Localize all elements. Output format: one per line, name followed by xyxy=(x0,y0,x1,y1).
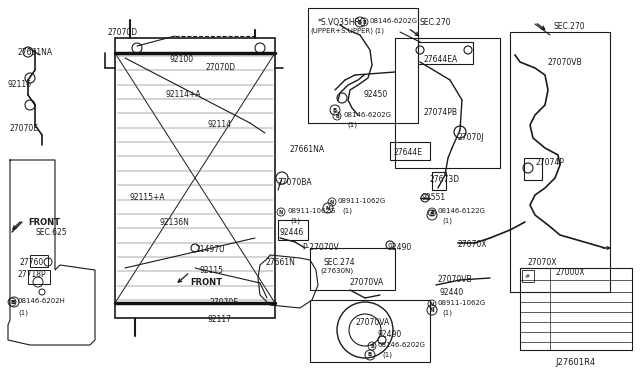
Text: J27601R4: J27601R4 xyxy=(555,358,595,367)
Text: (1): (1) xyxy=(342,208,352,215)
Text: 08146-6122G: 08146-6122G xyxy=(438,208,486,214)
Text: N: N xyxy=(326,205,330,211)
Text: (1): (1) xyxy=(374,28,384,35)
Text: FRONT: FRONT xyxy=(28,218,60,227)
Text: 92440: 92440 xyxy=(440,288,464,297)
Text: 92490: 92490 xyxy=(388,243,412,252)
Text: (1): (1) xyxy=(18,309,28,315)
Text: *S.VQ35HR: *S.VQ35HR xyxy=(318,18,361,27)
Text: 08146-6202G: 08146-6202G xyxy=(370,18,418,24)
Bar xyxy=(278,220,308,240)
Text: 27661NA: 27661NA xyxy=(18,48,53,57)
Text: SEC.274: SEC.274 xyxy=(324,258,356,267)
Text: 27644E: 27644E xyxy=(393,148,422,157)
Bar xyxy=(395,38,500,168)
Text: 92114: 92114 xyxy=(208,120,232,129)
Text: 27070X: 27070X xyxy=(527,258,557,267)
Text: N: N xyxy=(429,308,435,312)
Text: 92450: 92450 xyxy=(363,90,387,99)
Text: 92446: 92446 xyxy=(280,228,304,237)
Text: 92136N: 92136N xyxy=(160,218,190,227)
Text: 27070VA: 27070VA xyxy=(349,278,383,287)
Text: SEC.270: SEC.270 xyxy=(553,22,584,31)
Text: (1): (1) xyxy=(347,122,357,128)
Text: 27644EA: 27644EA xyxy=(424,55,458,64)
Text: 27070BA: 27070BA xyxy=(278,178,312,187)
Text: 27070J: 27070J xyxy=(458,133,484,142)
Text: N: N xyxy=(430,301,434,307)
Bar xyxy=(390,142,430,160)
Text: 27070E: 27070E xyxy=(210,298,239,307)
Text: 92115: 92115 xyxy=(200,266,224,275)
Text: 08911-1062G: 08911-1062G xyxy=(287,208,335,214)
Text: (1): (1) xyxy=(442,310,452,317)
Bar xyxy=(524,158,542,180)
Text: 27661N: 27661N xyxy=(265,258,295,267)
Text: 27070VB: 27070VB xyxy=(548,58,582,67)
Text: B: B xyxy=(10,299,14,305)
Bar xyxy=(28,270,50,284)
Text: 27070E: 27070E xyxy=(10,124,39,133)
Text: 27661NA: 27661NA xyxy=(290,145,325,154)
Text: B: B xyxy=(362,19,366,25)
Text: B: B xyxy=(370,343,374,349)
Text: FRONT: FRONT xyxy=(190,278,222,287)
Bar xyxy=(522,270,534,282)
Text: B: B xyxy=(430,212,434,218)
Bar xyxy=(308,8,418,123)
Bar xyxy=(30,255,48,267)
Text: (1): (1) xyxy=(382,352,392,359)
Text: B: B xyxy=(358,19,362,25)
Text: 27070VB: 27070VB xyxy=(438,275,472,284)
Text: 08911-1062G: 08911-1062G xyxy=(438,300,486,306)
Bar xyxy=(310,248,395,290)
Text: 92100: 92100 xyxy=(170,55,194,64)
Bar xyxy=(432,172,446,190)
Bar xyxy=(418,42,473,64)
Text: 27000X: 27000X xyxy=(556,268,586,277)
Text: 92114+A: 92114+A xyxy=(165,90,200,99)
Text: 21497U: 21497U xyxy=(195,245,225,254)
Bar xyxy=(115,38,275,318)
Text: B: B xyxy=(368,353,372,357)
Text: 27673D: 27673D xyxy=(430,175,460,184)
Text: 27070D: 27070D xyxy=(107,28,137,37)
Text: 27074PB: 27074PB xyxy=(424,108,458,117)
Bar xyxy=(520,268,632,350)
Text: (1): (1) xyxy=(290,218,300,224)
Text: 08146-6202G: 08146-6202G xyxy=(378,342,426,348)
Text: 27718P: 27718P xyxy=(18,270,47,279)
Text: SEC.270: SEC.270 xyxy=(420,18,452,27)
Text: 27070D: 27070D xyxy=(205,63,235,72)
Text: SEC.625: SEC.625 xyxy=(35,228,67,237)
Text: 92551: 92551 xyxy=(422,193,446,202)
Text: B: B xyxy=(430,209,434,215)
Text: P-27070V: P-27070V xyxy=(302,243,339,252)
Text: 08146-6202H: 08146-6202H xyxy=(18,298,66,304)
Text: (1): (1) xyxy=(442,218,452,224)
Text: N: N xyxy=(279,209,283,215)
Text: 27074P: 27074P xyxy=(535,158,564,167)
Text: (27630N): (27630N) xyxy=(320,268,353,275)
Text: 92116: 92116 xyxy=(8,80,32,89)
Text: 27070VA: 27070VA xyxy=(355,318,389,327)
Text: 27760: 27760 xyxy=(20,258,44,267)
Text: (UPPER+S.UPPER): (UPPER+S.UPPER) xyxy=(310,28,373,35)
Bar xyxy=(310,300,430,362)
Text: 92117: 92117 xyxy=(208,315,232,324)
Text: 08911-1062G: 08911-1062G xyxy=(338,198,387,204)
Text: 92115+A: 92115+A xyxy=(130,193,166,202)
Text: B: B xyxy=(333,108,337,112)
Text: 92490: 92490 xyxy=(378,330,403,339)
Text: #: # xyxy=(524,273,530,279)
Text: B: B xyxy=(335,113,339,119)
Text: B: B xyxy=(12,299,16,305)
Text: N: N xyxy=(330,199,334,205)
Text: 27070X: 27070X xyxy=(458,240,488,249)
Text: 08146-6202G: 08146-6202G xyxy=(343,112,391,118)
Bar xyxy=(510,32,610,292)
